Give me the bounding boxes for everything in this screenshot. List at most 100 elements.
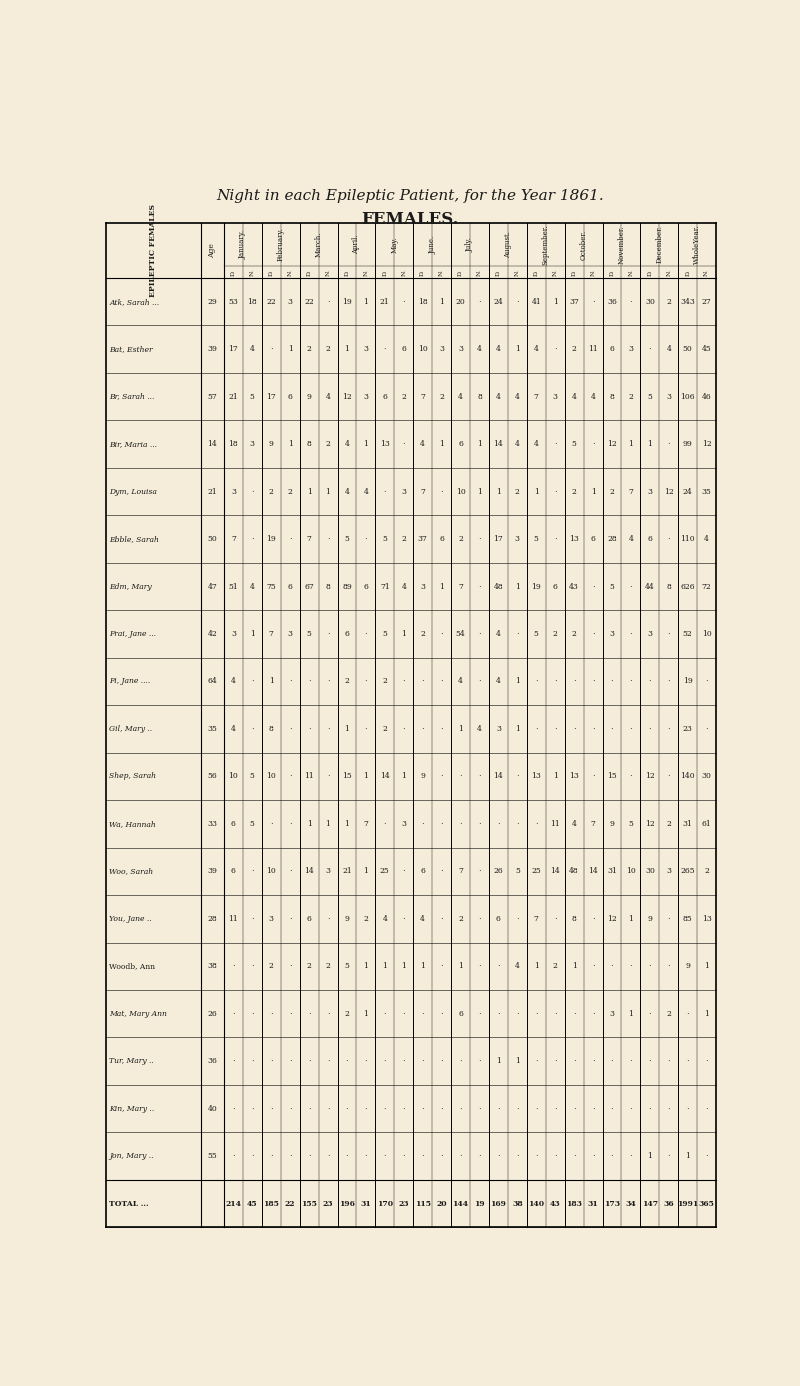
Text: ·: · [554, 1105, 557, 1113]
Text: 35: 35 [207, 725, 218, 733]
Text: ·: · [440, 1010, 443, 1017]
Text: February.: February. [277, 227, 285, 262]
Text: ·: · [251, 1010, 254, 1017]
Text: ·: · [630, 772, 632, 780]
Text: ·: · [289, 821, 291, 827]
Text: 3: 3 [363, 345, 368, 353]
Text: 2: 2 [666, 298, 671, 306]
Text: 6: 6 [231, 821, 236, 827]
Text: 5: 5 [515, 868, 520, 876]
Text: 3: 3 [553, 392, 558, 401]
Text: 47: 47 [207, 582, 218, 590]
Text: 28: 28 [607, 535, 617, 543]
Text: ·: · [383, 1152, 386, 1160]
Text: ·: · [289, 1105, 291, 1113]
Text: 19: 19 [683, 678, 693, 686]
Text: 1: 1 [250, 631, 254, 638]
Text: D.: D. [496, 269, 501, 276]
Text: 5: 5 [629, 821, 634, 827]
Text: D.: D. [269, 269, 274, 276]
Text: 4: 4 [420, 915, 425, 923]
Text: 1: 1 [534, 488, 538, 496]
Text: ·: · [422, 1105, 424, 1113]
Text: ·: · [326, 631, 330, 638]
Text: 1: 1 [629, 441, 634, 448]
Text: ·: · [251, 678, 254, 686]
Text: 1: 1 [363, 962, 368, 970]
Text: 30: 30 [702, 772, 711, 780]
Text: 3: 3 [269, 915, 274, 923]
Text: ·: · [592, 1058, 594, 1066]
Text: 5: 5 [382, 535, 387, 543]
Text: 1: 1 [572, 962, 577, 970]
Text: 5: 5 [534, 631, 538, 638]
Text: 12: 12 [645, 821, 654, 827]
Text: ·: · [365, 1058, 367, 1066]
Text: 2: 2 [553, 631, 558, 638]
Text: 8: 8 [572, 915, 577, 923]
Text: 57: 57 [207, 392, 218, 401]
Text: 169: 169 [490, 1200, 506, 1207]
Text: July.: July. [466, 237, 474, 252]
Text: 265: 265 [681, 868, 695, 876]
Text: 5: 5 [250, 392, 254, 401]
Text: ·: · [308, 1152, 310, 1160]
Text: 25: 25 [531, 868, 541, 876]
Text: 4: 4 [496, 631, 501, 638]
Text: 21: 21 [380, 298, 390, 306]
Text: ·: · [289, 772, 291, 780]
Text: 23: 23 [682, 725, 693, 733]
Text: 15: 15 [342, 772, 352, 780]
Text: ·: · [649, 1010, 651, 1017]
Text: 48: 48 [494, 582, 503, 590]
Text: ·: · [610, 1058, 614, 1066]
Text: Woo, Sarah: Woo, Sarah [110, 868, 154, 876]
Text: 1: 1 [458, 725, 463, 733]
Text: ·: · [478, 1058, 481, 1066]
Text: 1: 1 [402, 962, 406, 970]
Text: D.: D. [306, 269, 312, 276]
Text: 40: 40 [207, 1105, 218, 1113]
Text: 6: 6 [458, 441, 463, 448]
Text: ·: · [440, 962, 443, 970]
Text: 19: 19 [474, 1200, 485, 1207]
Text: 13: 13 [380, 441, 390, 448]
Text: 3: 3 [402, 488, 406, 496]
Text: ·: · [592, 962, 594, 970]
Text: 1: 1 [553, 772, 558, 780]
Text: 3: 3 [439, 345, 444, 353]
Text: 23: 23 [398, 1200, 409, 1207]
Text: 3: 3 [666, 868, 671, 876]
Text: 1991: 1991 [677, 1200, 698, 1207]
Text: 2: 2 [610, 488, 614, 496]
Text: Gil, Mary ..: Gil, Mary .. [110, 725, 153, 733]
Text: 4: 4 [363, 488, 368, 496]
Text: 4: 4 [629, 535, 634, 543]
Text: 6: 6 [590, 535, 595, 543]
Text: 39: 39 [207, 345, 218, 353]
Text: 23: 23 [322, 1200, 334, 1207]
Text: 5: 5 [345, 962, 350, 970]
Text: ·: · [270, 1010, 273, 1017]
Text: ·: · [573, 678, 575, 686]
Text: 2: 2 [572, 345, 577, 353]
Text: ·: · [422, 821, 424, 827]
Text: 3: 3 [647, 488, 652, 496]
Text: 1: 1 [420, 962, 425, 970]
Text: ·: · [289, 535, 291, 543]
Text: ·: · [270, 1105, 273, 1113]
Text: Wa, Hannah: Wa, Hannah [110, 821, 156, 827]
Text: 3: 3 [496, 725, 501, 733]
Text: 6: 6 [288, 582, 293, 590]
Text: 155: 155 [301, 1200, 317, 1207]
Text: ·: · [402, 1010, 405, 1017]
Text: ·: · [667, 1058, 670, 1066]
Text: ·: · [667, 441, 670, 448]
Text: 2: 2 [288, 488, 293, 496]
Text: 21: 21 [229, 392, 238, 401]
Text: ·: · [346, 1058, 348, 1066]
Text: ·: · [326, 1058, 330, 1066]
Text: ·: · [251, 1058, 254, 1066]
Text: ·: · [478, 1105, 481, 1113]
Text: 1: 1 [439, 441, 444, 448]
